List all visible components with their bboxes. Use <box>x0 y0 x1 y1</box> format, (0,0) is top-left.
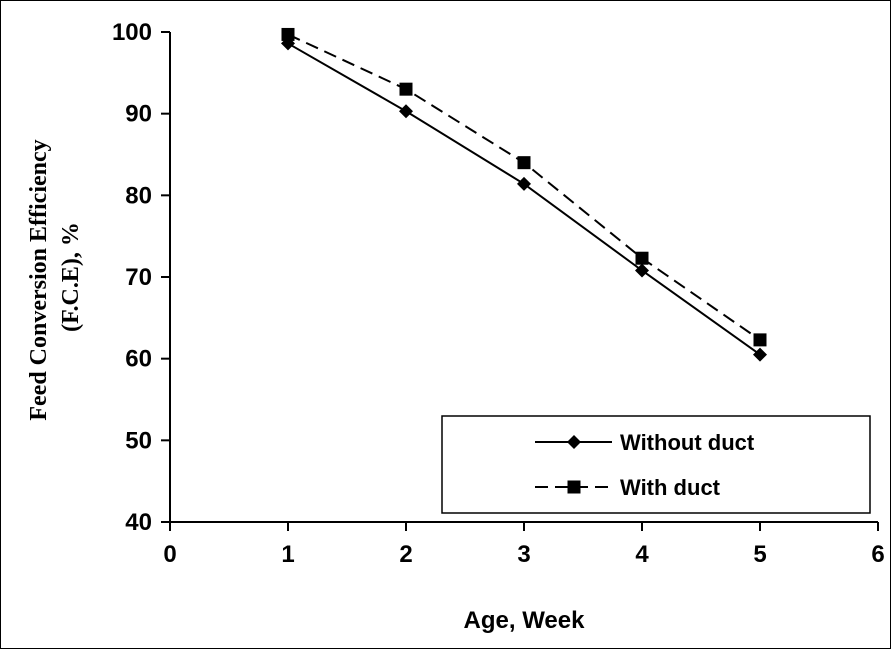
data-point-square <box>753 333 767 347</box>
x-tick-label: 1 <box>281 541 294 568</box>
series <box>281 27 767 362</box>
data-point-square <box>635 251 649 265</box>
legend-marker-square <box>567 480 581 494</box>
y-tick-label: 100 <box>112 19 152 46</box>
x-tick-label: 5 <box>753 541 766 568</box>
y-axis-title: Feed Conversion Efficiency (F.C.E), % <box>26 133 84 420</box>
data-point-diamond <box>753 347 767 362</box>
data-point-diamond <box>399 104 413 119</box>
x-tick-label: 3 <box>517 541 530 568</box>
y-tick-label: 60 <box>125 346 152 373</box>
data-point-square <box>517 156 531 170</box>
y-axis-title-line-2: (F.C.E), % <box>58 222 84 332</box>
y-tick-label: 80 <box>125 182 152 209</box>
x-tick-label: 2 <box>399 541 412 568</box>
x-axis-title: Age, Week <box>464 607 586 634</box>
ticks: 0 1 2 3 4 5 6 40 50 60 70 80 90 100 <box>112 19 885 568</box>
x-tick-label: 4 <box>635 541 649 568</box>
data-point-square <box>399 82 413 96</box>
legend: Without duct With duct <box>441 415 871 514</box>
legend-label-without-duct: Without duct <box>620 430 755 455</box>
data-point-diamond <box>635 263 649 278</box>
legend-box <box>441 415 871 514</box>
series-line-without-duct <box>287 42 761 356</box>
x-tick-label: 0 <box>163 541 176 568</box>
y-tick-label: 40 <box>125 509 152 536</box>
data-point-square <box>281 27 295 41</box>
y-axis-title-line-1: Feed Conversion Efficiency <box>26 139 52 420</box>
y-tick-label: 50 <box>125 427 152 454</box>
y-tick-label: 70 <box>125 264 152 291</box>
x-tick-label: 6 <box>871 541 884 568</box>
y-tick-label: 90 <box>125 101 152 128</box>
legend-label-with-duct: With duct <box>620 475 721 500</box>
legend-marker-diamond <box>567 435 581 449</box>
data-point-diamond <box>517 176 531 191</box>
